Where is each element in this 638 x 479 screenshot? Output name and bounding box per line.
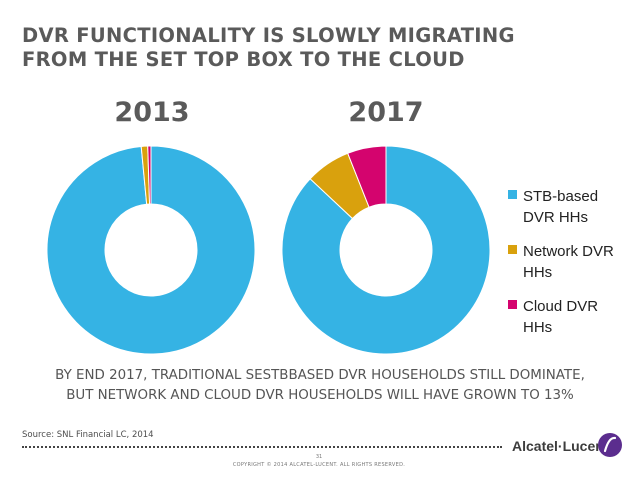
- legend-item-network: Network DVR HHs: [508, 241, 633, 283]
- legend-label-network-line2: HHs: [523, 264, 553, 281]
- legend-label-network-line1: Network DVR: [523, 243, 614, 260]
- page-number: 31: [315, 454, 323, 460]
- company-logo-icon: [598, 433, 622, 457]
- copyright-notice: COPYRIGHT © 2014 ALCATEL-LUCENT. ALL RIG…: [232, 462, 406, 468]
- legend-label-stb-line2: DVR HHs: [523, 209, 589, 226]
- title-line-2: FROM THE SET TOP BOX TO THE CLOUD: [22, 48, 465, 71]
- footer-divider: [22, 446, 502, 448]
- donut-2017-slice-stb: [281, 145, 491, 355]
- slide-title: DVR FUNCTIONALITY IS SLOWLY MIGRATING FR…: [22, 24, 582, 72]
- takeaway-line-2: BUT NETWORK AND CLOUD DVR HOUSEHOLDS WIL…: [66, 388, 574, 403]
- legend-label-cloud-line2: HHs: [523, 319, 553, 336]
- takeaway-note: BY END 2017, TRADITIONAL SESTBBASED DVR …: [20, 366, 620, 406]
- legend-label-cloud-line1: Cloud DVR: [523, 298, 599, 315]
- chart-2017-title: 2017: [348, 97, 424, 128]
- title-line-1: DVR FUNCTIONALITY IS SLOWLY MIGRATING: [22, 24, 515, 47]
- chart-legend: STB-based DVR HHs Network DVR HHs Cloud …: [508, 186, 633, 351]
- donut-2013-slice-stb: [46, 145, 256, 355]
- takeaway-line-1: BY END 2017, TRADITIONAL SESTBBASED DVR …: [55, 368, 585, 383]
- source-citation: Source: SNL Financial LC, 2014: [22, 430, 154, 440]
- donut-2013-slice-cloud: [147, 145, 152, 205]
- legend-item-cloud: Cloud DVR HHs: [508, 296, 633, 338]
- legend-label-stb-line1: STB-based: [523, 188, 599, 205]
- legend-swatch-stb: [508, 190, 517, 199]
- legend-swatch-cloud: [508, 300, 517, 309]
- donut-2017-slice-cloud: [347, 145, 387, 208]
- company-logo-text: Alcatel·Lucent: [512, 438, 609, 454]
- legend-swatch-network: [508, 245, 517, 254]
- chart-2013-title: 2013: [114, 97, 190, 128]
- legend-item-stb: STB-based DVR HHs: [508, 186, 633, 228]
